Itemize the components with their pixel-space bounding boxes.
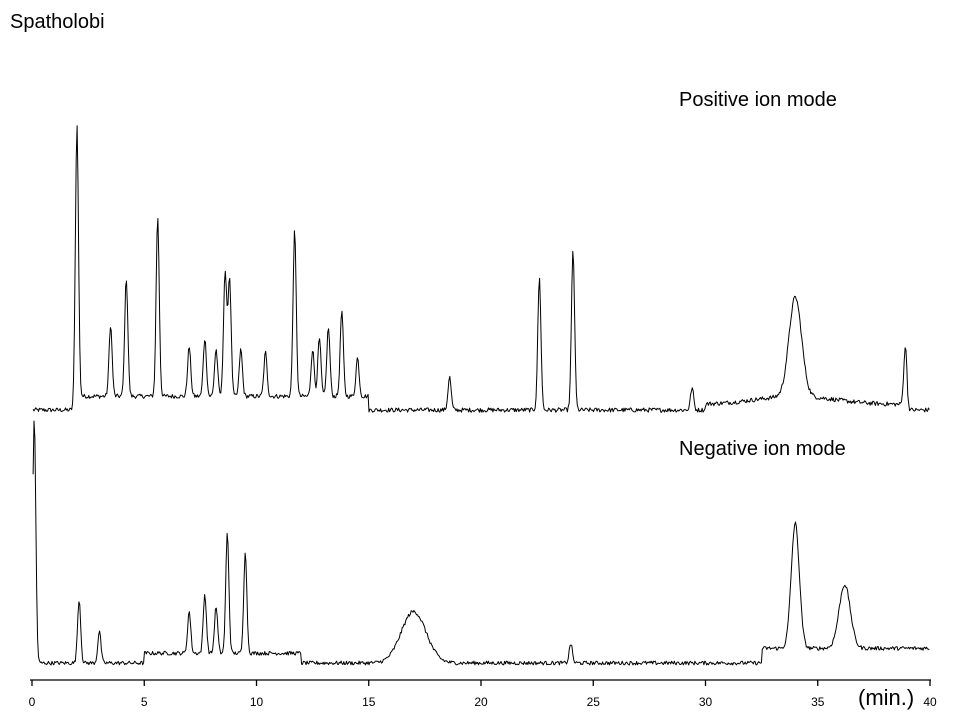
x-tick-label: 35 bbox=[811, 695, 825, 709]
x-tick-label: 40 bbox=[923, 695, 937, 709]
x-tick-label: 15 bbox=[362, 695, 376, 709]
negative-ion-trace bbox=[32, 420, 930, 666]
x-tick-label: 30 bbox=[699, 695, 713, 709]
x-tick-label: 10 bbox=[250, 695, 264, 709]
x-axis-unit-label: (min.) bbox=[858, 685, 914, 710]
x-tick-label: 25 bbox=[587, 695, 601, 709]
series-label-negative: Negative ion mode bbox=[679, 438, 846, 460]
x-tick-label: 20 bbox=[474, 695, 488, 709]
x-axis-ticks: 0 5 10 15 20 25 30 35 40 bbox=[29, 680, 937, 709]
series-label-positive: Positive ion mode bbox=[679, 89, 837, 111]
x-tick-label: 0 bbox=[29, 695, 36, 709]
x-tick-label: 5 bbox=[141, 695, 148, 709]
chart-title: Spatholobi bbox=[10, 11, 105, 33]
positive-ion-trace bbox=[32, 125, 930, 413]
